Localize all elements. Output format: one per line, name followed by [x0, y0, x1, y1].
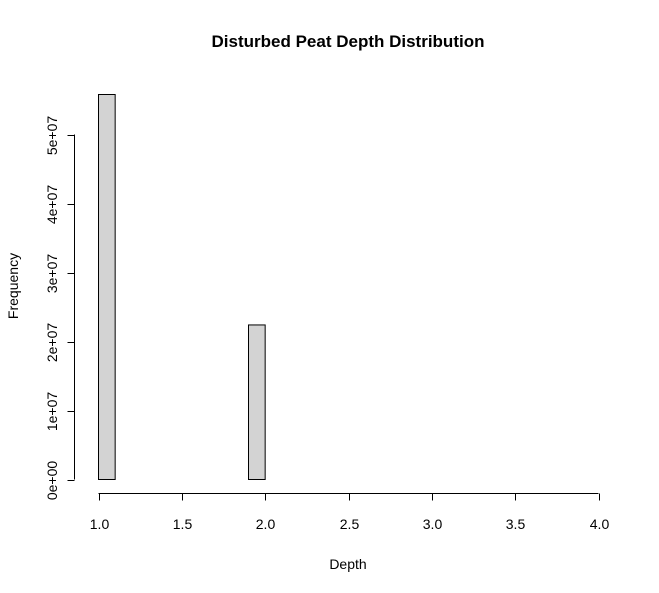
y-tick-label-1: 1e+07 — [44, 392, 60, 432]
histogram-bar-9 — [248, 324, 266, 480]
y-tick-label-3: 3e+07 — [44, 254, 60, 294]
y-tick-label-4: 4e+07 — [44, 185, 60, 225]
y-tick-label-5: 5e+07 — [44, 116, 60, 156]
y-axis: 0e+00 1e+07 2e+07 3e+07 4e+07 5e+07 — [44, 116, 75, 501]
x-tick-label-2: 2.0 — [256, 516, 276, 532]
y-axis-label: Frequency — [5, 253, 21, 319]
histogram-bar-0 — [98, 94, 116, 480]
chart-title: Disturbed Peat Depth Distribution — [212, 32, 485, 51]
x-tick-label-3: 2.5 — [340, 516, 360, 532]
x-axis: 1.0 1.5 2.0 2.5 3.0 3.5 4.0 — [90, 493, 610, 532]
x-axis-label: Depth — [329, 556, 366, 572]
histogram-bars — [98, 94, 266, 480]
x-tick-label-5: 3.5 — [506, 516, 526, 532]
x-tick-label-6: 4.0 — [590, 516, 610, 532]
y-tick-label-0: 0e+00 — [44, 461, 60, 501]
y-tick-label-2: 2e+07 — [44, 323, 60, 363]
x-tick-label-4: 3.0 — [423, 516, 443, 532]
x-tick-label-0: 1.0 — [90, 516, 110, 532]
x-tick-label-1: 1.5 — [173, 516, 193, 532]
